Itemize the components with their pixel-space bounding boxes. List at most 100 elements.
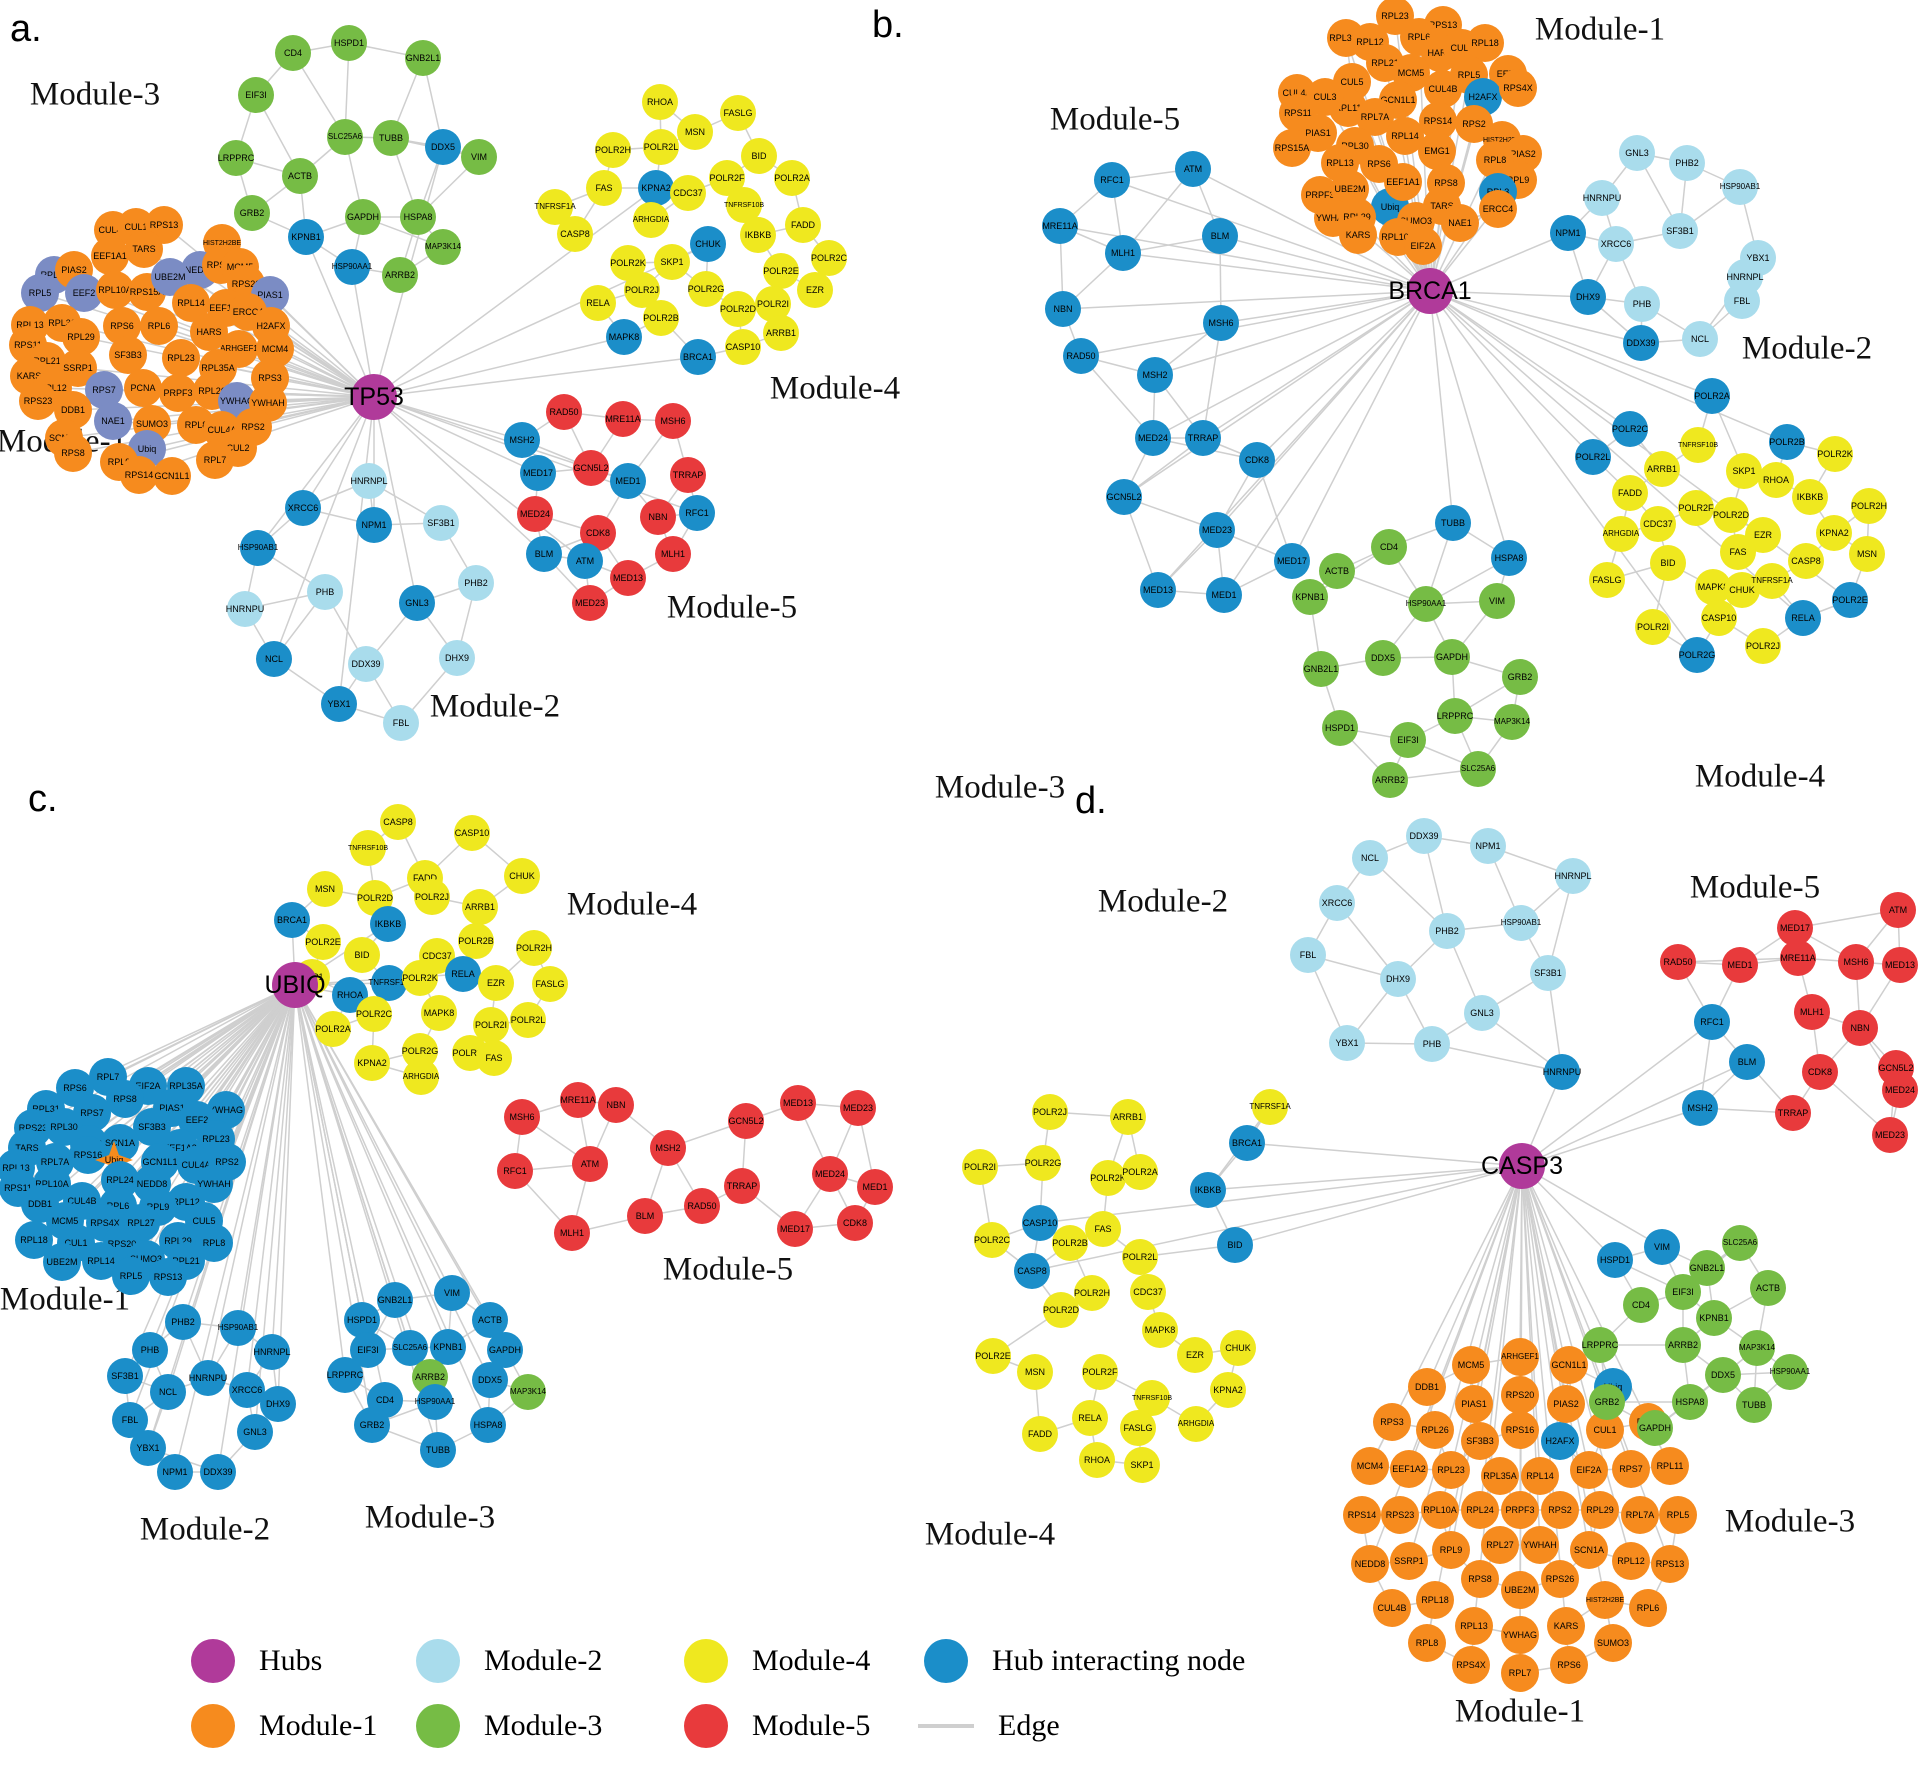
node-rpl26: RPL26 — [1416, 1411, 1454, 1449]
node-rpl27: RPL27 — [1481, 1526, 1519, 1564]
edge — [271, 984, 296, 1353]
node-msh6: MSH6 — [504, 1099, 540, 1135]
node-kars: KARS — [1547, 1607, 1585, 1645]
legend-label-module-3: Module-3 — [484, 1709, 603, 1742]
edge — [207, 984, 296, 1379]
hub-label: BRCA1 — [1388, 276, 1472, 305]
edge — [373, 396, 586, 562]
node-msh2: MSH2 — [650, 1130, 686, 1166]
edge — [373, 396, 545, 555]
node-hars: HARS — [190, 313, 228, 351]
node-cdk8: CDK8 — [837, 1205, 873, 1241]
node-polr2b: POLR2B — [1052, 1225, 1088, 1261]
legend-swatch-module-4 — [684, 1639, 728, 1683]
node-bid: BID — [1217, 1227, 1253, 1263]
node-ddx39: DDX39 — [1406, 818, 1442, 854]
node-arhgef1: ARHGEF1 — [1501, 1338, 1539, 1376]
node-trrap: TRRAP — [670, 457, 706, 493]
node-pias2: PIAS2 — [1547, 1385, 1585, 1423]
node-map3k14: MAP3K14 — [1494, 704, 1530, 740]
node-rpl11: RPL11 — [1651, 1447, 1689, 1485]
edge — [1154, 290, 1431, 376]
edge — [1122, 252, 1431, 292]
node-polr2j: POLR2J — [1745, 628, 1781, 664]
edge — [294, 984, 346, 1376]
edge — [1429, 290, 1713, 397]
node-ywhah: YWHAH — [1521, 1526, 1559, 1564]
node-map3k14: MAP3K14 — [425, 229, 461, 265]
node-msn: MSN — [307, 871, 343, 907]
edge — [1234, 1165, 1523, 1246]
node-phb2: PHB2 — [1429, 913, 1465, 949]
node-rpl7a: RPL7A — [1621, 1496, 1659, 1534]
node-rpl23: RPL23 — [1432, 1451, 1470, 1489]
node-gnl3: GNL3 — [237, 1414, 273, 1450]
node-pias1: PIAS1 — [1455, 1385, 1493, 1423]
node-gnb2l1: GNB2L1 — [405, 40, 441, 76]
node-atm: ATM — [572, 1146, 608, 1182]
node-med1: MED1 — [1206, 577, 1242, 613]
node-bid: BID — [741, 138, 777, 174]
edge — [373, 396, 539, 474]
node-msh2: MSH2 — [1682, 1090, 1718, 1126]
node-ube2m: UBE2M — [1501, 1571, 1539, 1609]
legend-label-hub-interacting-node: Hub interacting node — [992, 1644, 1246, 1677]
node-bid: BID — [344, 937, 380, 973]
node-arhgdia: ARHGDIA — [633, 202, 669, 238]
edge — [373, 336, 625, 398]
node-arrb1: ARRB1 — [1644, 451, 1680, 487]
node-fas: FAS — [586, 170, 622, 206]
node-hspa8: HSPA8 — [400, 199, 436, 235]
edge — [1521, 1165, 1590, 1471]
node-rpl9: RPL9 — [1432, 1531, 1470, 1569]
node-sf3b1: SF3B1 — [107, 1358, 143, 1394]
node-hspd1: HSPD1 — [1597, 1242, 1633, 1278]
node-med24: MED24 — [1135, 420, 1171, 456]
edge — [373, 187, 657, 398]
node-slc25a6: SLC25A6 — [327, 119, 363, 155]
node-hnrnpl: HNRNPL — [1555, 858, 1592, 894]
node-rfc1: RFC1 — [497, 1153, 533, 1189]
node-rps15a: RPS15A — [1273, 129, 1311, 167]
node-ezr: EZR — [1177, 1337, 1213, 1373]
node-med1: MED1 — [610, 463, 646, 499]
node-blm: BLM — [526, 536, 562, 572]
edge — [1220, 290, 1431, 324]
node-gnb2l1: GNB2L1 — [377, 1282, 413, 1318]
node-rpl23: RPL23 — [162, 339, 200, 377]
node-prpf3: PRPF3 — [159, 374, 197, 412]
node-mapk8: MAPK8 — [606, 319, 642, 355]
node-casp8: CASP8 — [1014, 1253, 1050, 1289]
node-faslg: FASLG — [1120, 1410, 1156, 1446]
edge — [338, 396, 375, 705]
node-xrcc6: XRCC6 — [1319, 885, 1355, 921]
node-phb2: PHB2 — [458, 565, 494, 601]
node-polr2d: POLR2D — [720, 291, 756, 327]
node-rps16: RPS16 — [1501, 1411, 1539, 1449]
legend-label-module-5: Module-5 — [752, 1709, 871, 1742]
module-label-d-module-2: Module-2 — [1097, 883, 1229, 920]
node-actb: ACTB — [282, 158, 318, 194]
node-rpl5: RPL5 — [1659, 1496, 1697, 1534]
node-cdc37: CDC37 — [1130, 1274, 1166, 1310]
node-skp1: SKP1 — [1124, 1447, 1160, 1483]
node-gnl3: GNL3 — [399, 585, 435, 621]
module-label-d-module-4: Module-4 — [924, 1516, 1056, 1553]
node-arrb1: ARRB1 — [1110, 1099, 1146, 1135]
node-gapdh: GAPDH — [1637, 1410, 1673, 1446]
edge — [1431, 1043, 1563, 1073]
node-lrpprc: LRPPRC — [327, 1357, 363, 1393]
edge — [277, 984, 296, 1405]
node-atm: ATM — [567, 543, 603, 579]
node-nedd8: NEDD8 — [1351, 1545, 1389, 1583]
node-mre11a: MRE11A — [1780, 940, 1816, 976]
node-arrb2: ARRB2 — [1372, 762, 1408, 798]
node-msh6: MSH6 — [1838, 944, 1874, 980]
node-phb2: PHB2 — [1669, 145, 1705, 181]
node-casp10: CASP10 — [454, 815, 490, 851]
node-fadd: FADD — [1022, 1416, 1058, 1452]
node-phb: PHB — [1624, 286, 1660, 322]
node-rfc1: RFC1 — [1094, 162, 1130, 198]
legend-line-edge — [918, 1724, 974, 1728]
node-hnrnpl: HNRNPL — [351, 463, 388, 499]
